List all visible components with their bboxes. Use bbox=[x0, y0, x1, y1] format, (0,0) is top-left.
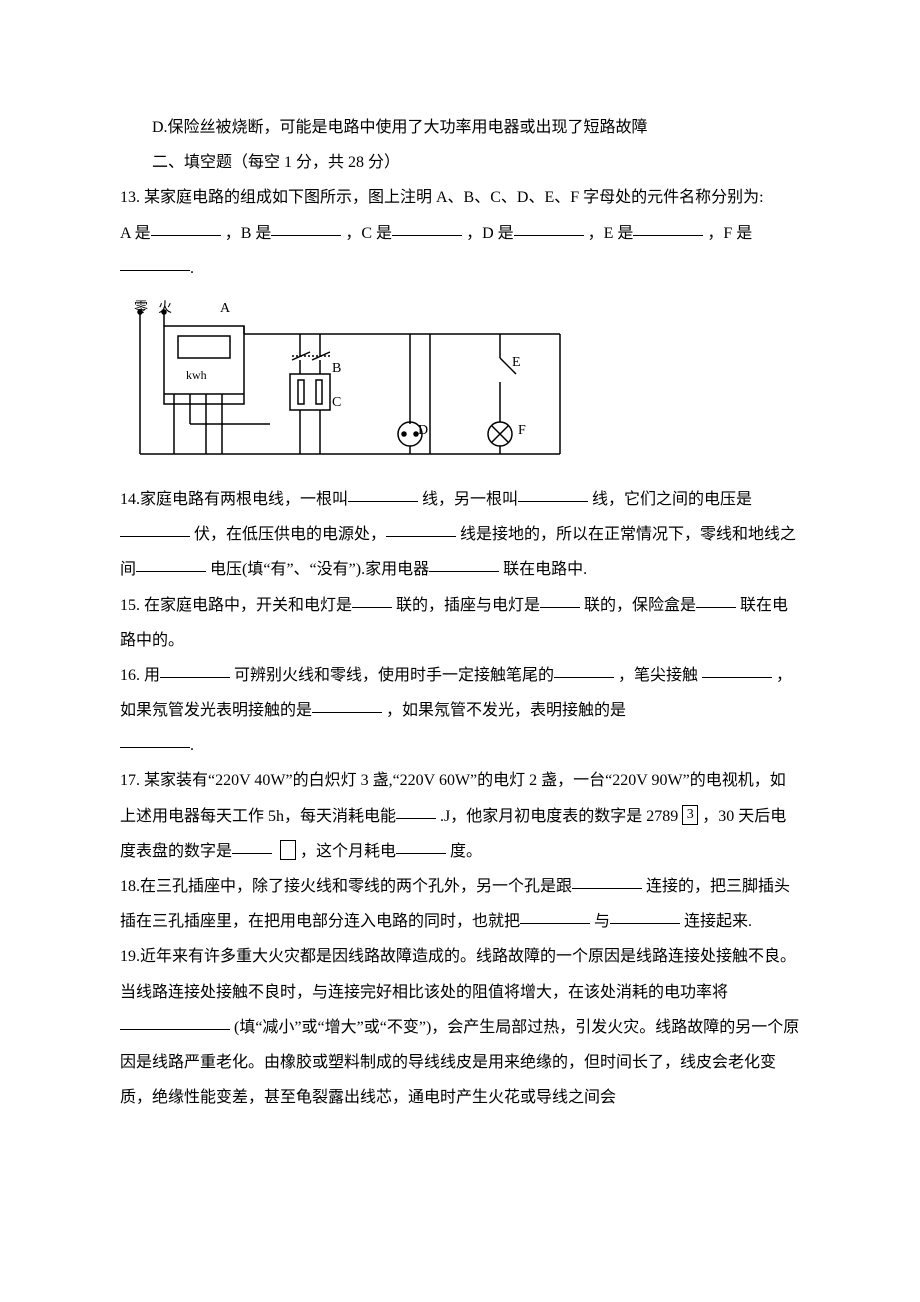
q18: 18.在三孔插座中，除了接火线和零线的两个孔外，另一个孔是跟 连接的，把三脚插头… bbox=[120, 869, 800, 939]
q14-g: 联在电路中. bbox=[503, 561, 587, 578]
q14-blank-1 bbox=[348, 485, 418, 502]
q13-E-pre: ，E 是 bbox=[588, 225, 634, 242]
q16-blank-1 bbox=[160, 661, 230, 678]
q14-blank-5 bbox=[136, 555, 206, 572]
q13-period: . bbox=[190, 260, 194, 277]
q14-blank-3 bbox=[120, 520, 190, 537]
q14-blank-6 bbox=[429, 555, 499, 572]
q17-blank-1 bbox=[396, 802, 436, 819]
q13-blanks: A 是 ，B 是 ，C 是 ，D 是 ，E 是 ，F 是 bbox=[120, 216, 800, 251]
q13-blank-A bbox=[151, 219, 221, 236]
q15-a: 15. 在家庭电路中，开关和电灯是 bbox=[120, 597, 352, 614]
q16: 16. 用 可辨别火线和零线，使用时手一定接触笔尾的 ，笔尖接触 ，如果氖管发光… bbox=[120, 658, 800, 728]
circuit-svg bbox=[120, 294, 580, 474]
q17-e: 度。 bbox=[450, 843, 482, 860]
q14-f: 电压(填“有”、“没有”).家用电器 bbox=[210, 561, 429, 578]
q13-D-pre: ，D 是 bbox=[466, 225, 514, 242]
q18-blank-3 bbox=[610, 907, 680, 924]
q14-a: 14.家庭电路有两根电线，一根叫 bbox=[120, 491, 348, 508]
q19: 19.近年来有许多重大火灾都是因线路故障造成的。线路故障的一个原因是线路连接处接… bbox=[120, 939, 800, 1115]
q17-b: .J，他家月初电度表的数字是 2789 bbox=[440, 808, 678, 825]
q16-blank-2 bbox=[554, 661, 614, 678]
q17-blank-2 bbox=[232, 837, 272, 854]
q18-blank-1 bbox=[572, 872, 642, 889]
q14-d: 伏，在低压供电的电源处， bbox=[194, 526, 386, 543]
q18-d: 连接起来. bbox=[684, 913, 752, 930]
q16-blank-4 bbox=[312, 696, 382, 713]
q16-a: 16. 用 bbox=[120, 667, 160, 684]
q17: 17. 某家装有“220V 40W”的白炽灯 3 盏,“220V 60W”的电灯… bbox=[120, 763, 800, 869]
q14-blank-4 bbox=[386, 520, 456, 537]
page: D.保险丝被烧断，可能是电路中使用了大功率用电器或出现了短路故障 二、填空题（每… bbox=[0, 0, 920, 1175]
q16-c: ，笔尖接触 bbox=[618, 667, 698, 684]
q15-blank-3 bbox=[696, 591, 736, 608]
q15-c: 联的，保险盒是 bbox=[584, 597, 696, 614]
q13-blank-C bbox=[392, 219, 462, 236]
q16-b: 可辨别火线和零线，使用时手一定接触笔尾的 bbox=[234, 667, 554, 684]
q12-option-d: D.保险丝被烧断，可能是电路中使用了大功率用电器或出现了短路故障 bbox=[120, 110, 800, 145]
q17-box-1: 3 bbox=[682, 805, 698, 825]
q13-F-pre: ，F 是 bbox=[707, 225, 752, 242]
q16-blank-3 bbox=[702, 661, 772, 678]
q13-blank-B bbox=[271, 219, 341, 236]
q14-blank-2 bbox=[518, 485, 588, 502]
q13-blanks-2: . bbox=[120, 251, 800, 286]
q16-blank-5 bbox=[120, 731, 190, 748]
q16-f: . bbox=[190, 737, 194, 754]
q13-lead: 13. 某家庭电路的组成如下图所示，图上注明 A、B、C、D、E、F 字母处的元… bbox=[120, 180, 800, 215]
q18-blank-2 bbox=[520, 907, 590, 924]
q13-blank-E bbox=[633, 219, 703, 236]
q17-blank-3 bbox=[396, 837, 446, 854]
q16-e: ，如果氖管不发光，表明接触的是 bbox=[386, 702, 626, 719]
q19-blank-1 bbox=[120, 1013, 230, 1030]
q15-blank-1 bbox=[352, 591, 392, 608]
q17-d: ，这个月耗电 bbox=[300, 843, 396, 860]
circuit-diagram: 零 火 A B C D E F kwh bbox=[120, 294, 580, 474]
q16-line2: . bbox=[120, 728, 800, 763]
q15: 15. 在家庭电路中，开关和电灯是 联的，插座与电灯是 联的，保险盒是 联在电路… bbox=[120, 588, 800, 658]
q13-C-pre: ，C 是 bbox=[345, 225, 392, 242]
q15-blank-2 bbox=[540, 591, 580, 608]
q13-blank-D bbox=[514, 219, 584, 236]
q14: 14.家庭电路有两根电线，一根叫 线，另一根叫 线，它们之间的电压是 伏，在低压… bbox=[120, 482, 800, 588]
q13-A-pre: A 是 bbox=[120, 225, 151, 242]
q15-b: 联的，插座与电灯是 bbox=[396, 597, 540, 614]
q17-box-2 bbox=[280, 840, 296, 860]
q13-B-pre: ，B 是 bbox=[225, 225, 272, 242]
q14-b: 线，另一根叫 bbox=[422, 491, 518, 508]
section-2-heading: 二、填空题（每空 1 分，共 28 分） bbox=[120, 145, 800, 180]
q13-blank-F bbox=[120, 254, 190, 271]
q18-a: 18.在三孔插座中，除了接火线和零线的两个孔外，另一个孔是跟 bbox=[120, 878, 572, 895]
q18-c: 与 bbox=[594, 913, 610, 930]
q19-b: (填“减小”或“增大”或“不变”)，会产生局部过热，引发火灾。线路故障的另一个原… bbox=[120, 1019, 799, 1106]
q19-a: 19.近年来有许多重大火灾都是因线路故障造成的。线路故障的一个原因是线路连接处接… bbox=[120, 948, 796, 1000]
q14-c: 线，它们之间的电压是 bbox=[592, 491, 752, 508]
